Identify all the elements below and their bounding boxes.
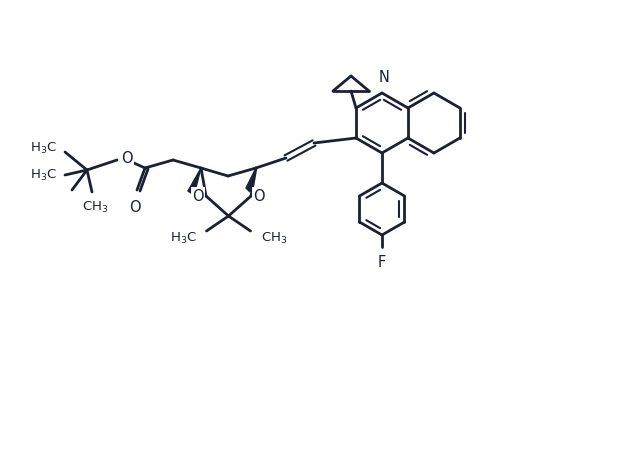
Text: CH$_3$: CH$_3$	[82, 200, 108, 215]
Text: O: O	[129, 200, 141, 215]
Text: O: O	[121, 150, 132, 165]
Text: H$_3$C: H$_3$C	[30, 167, 57, 182]
Text: O: O	[253, 188, 265, 204]
Text: F: F	[378, 255, 386, 270]
Text: H$_3$C: H$_3$C	[30, 141, 57, 156]
Text: N: N	[378, 70, 389, 85]
Text: H$_3$C: H$_3$C	[170, 230, 196, 245]
Polygon shape	[188, 168, 201, 195]
Text: O: O	[192, 188, 204, 204]
Text: CH$_3$: CH$_3$	[260, 230, 287, 245]
Polygon shape	[246, 168, 256, 192]
